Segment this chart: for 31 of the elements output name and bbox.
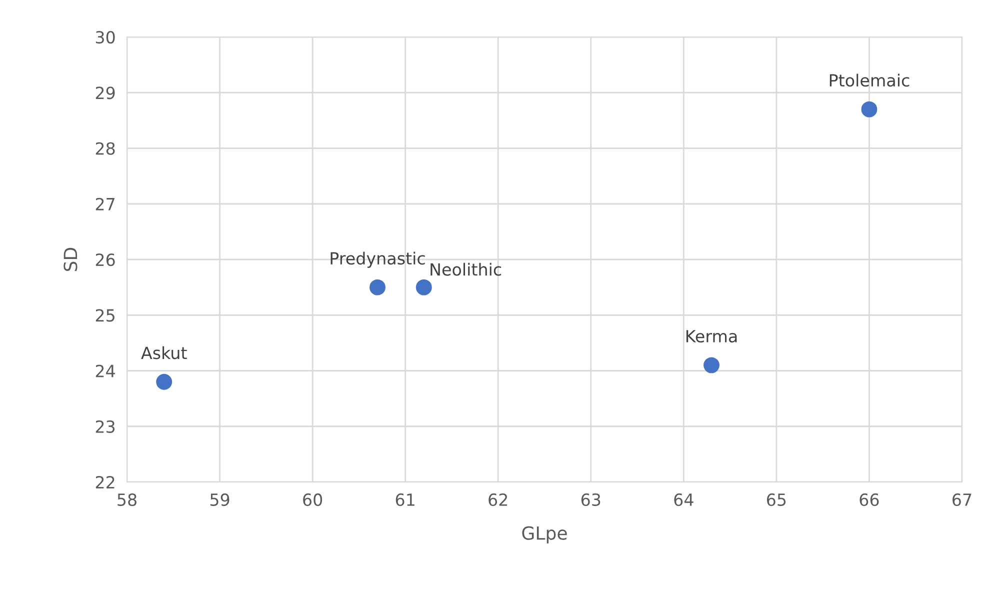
point	[370, 279, 386, 296]
annotation: Neolithic	[430, 262, 502, 276]
y-tick-label: 30	[96, 30, 115, 44]
x-tick-label: 60	[303, 493, 322, 506]
x-tick-label: 59	[210, 493, 230, 506]
point	[861, 101, 878, 118]
annotation: Kerma	[686, 330, 737, 343]
y-tick-label: 24	[96, 364, 115, 378]
y-tick-label: 26	[96, 253, 115, 266]
y-tick-label: 29	[96, 86, 115, 100]
x-axis-title: GLpe	[522, 526, 567, 544]
y-tick-label: 25	[96, 309, 114, 322]
y-tick-label: 28	[96, 142, 115, 155]
y-tick-label: 27	[96, 198, 114, 210]
y-tick-label: 23	[96, 420, 115, 433]
annotation: Predynastic	[330, 252, 425, 268]
x-tick-label: 67	[952, 493, 972, 506]
x-tick-label: 61	[396, 493, 414, 506]
point	[704, 357, 720, 374]
y-axis-title: SD	[64, 248, 78, 271]
x-tick-label: 65	[767, 493, 786, 506]
x-tick-label: 58	[118, 493, 136, 506]
x-tick-label: 66	[860, 493, 879, 506]
point	[156, 374, 172, 390]
x-tick-label: 64	[674, 493, 694, 506]
y-tick-label: 22	[96, 476, 114, 488]
annotation: Askut	[141, 346, 187, 360]
x-tick-label: 63	[581, 493, 600, 506]
point	[416, 279, 432, 296]
x-tick-label: 62	[488, 493, 508, 506]
annotation: Ptolemaic	[830, 74, 910, 87]
